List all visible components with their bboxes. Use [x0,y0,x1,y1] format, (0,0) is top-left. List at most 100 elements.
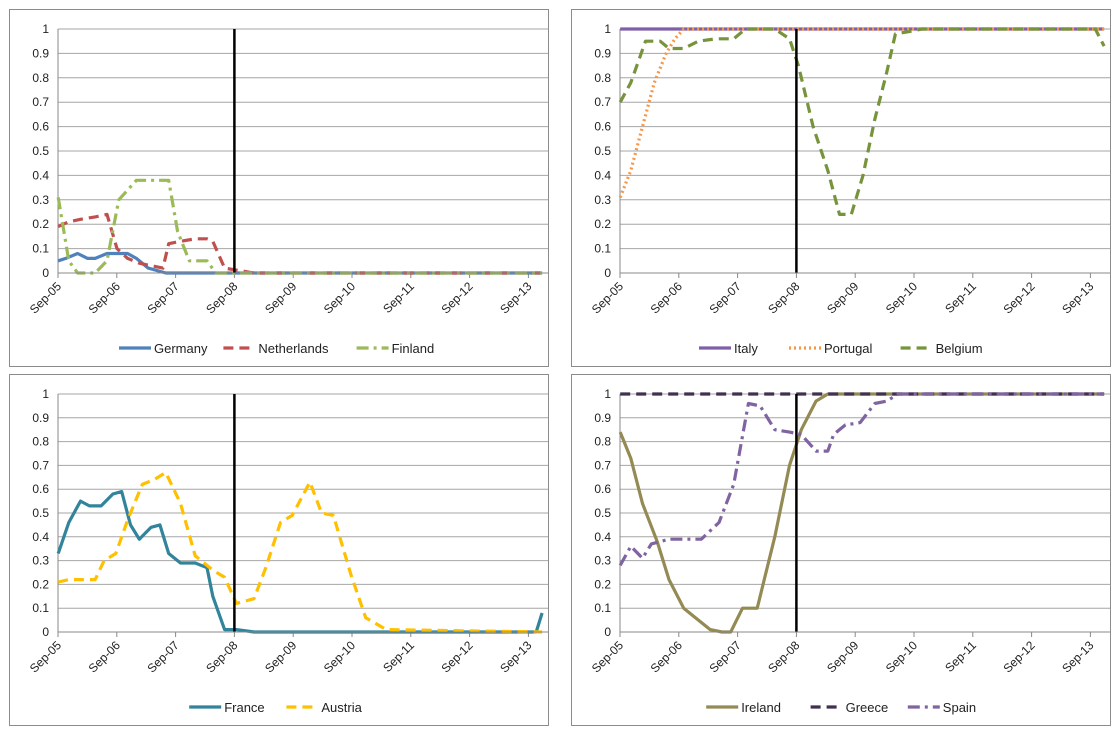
y-tick-label: 0 [42,625,49,639]
y-tick-label: 0.6 [594,482,611,496]
y-tick-label: 0.5 [32,144,49,158]
x-tick-label: Sep-06 [86,638,123,675]
series-line-austria [57,470,543,634]
y-tick-label: 0 [604,625,611,639]
y-tick-label: 0.5 [594,144,611,158]
y-tick-label: 0.6 [32,120,49,134]
x-tick-label: Sep-11 [380,638,417,675]
x-tick-label: Sep-13 [497,279,534,316]
x-tick-label: Sep-12 [438,638,475,675]
y-tick-label: 0.4 [594,530,611,544]
legend-label-austria: Austria [321,700,362,715]
series-line-france [56,489,544,634]
x-tick-label: Sep-12 [438,279,475,316]
series-line-portugal [618,27,1105,198]
legend-label-greece: Greece [846,700,889,715]
chart-2: 0 0.1 0.2 0.3 0.4 0.5 0.6 0.7 0.8 0.9 1 Sep-05 Sep-0… [589,22,1110,356]
x-tick-label: Sep-09 [262,279,299,316]
x-tick-label: Sep-10 [883,279,920,316]
series-line-germany [57,251,543,275]
y-tick-label: 0.4 [32,168,49,182]
x-tick-label: Sep-10 [321,638,358,675]
y-tick-label: 0.2 [32,217,49,231]
series-line-belgium [618,27,1106,216]
y-tick-label: 0.2 [594,577,611,591]
chart-1: 0 0.1 0.2 0.3 0.4 0.5 0.6 0.7 0.8 0.9 1 Sep-05 Sep-0… [27,22,548,356]
x-tick-label: Sep-08 [203,279,240,316]
x-tick-label: Sep-07 [144,638,181,675]
y-tick-label: 1 [42,387,49,401]
y-tick-label: 0.9 [594,411,611,425]
x-tick-label: Sep-10 [321,279,358,316]
chart-panel-4: 0 0.1 0.2 0.3 0.4 0.5 0.6 0.7 0.8 0.9 1 Sep-05 Sep-0… [571,374,1111,726]
y-tick-label: 0.2 [32,577,49,591]
legend-label-spain: Spain [943,700,976,715]
legend-label-netherlands: Netherlands [258,341,329,356]
y-tick-label: 0.9 [32,46,49,60]
x-tick-label: Sep-10 [883,638,920,675]
x-tick-label: Sep-13 [497,638,534,675]
x-tick-label: Sep-08 [765,279,802,316]
series-line-netherlands [57,212,543,275]
x-tick-label: Sep-05 [27,279,64,316]
x-tick-label: Sep-05 [589,638,626,675]
x-tick-label: Sep-13 [1059,638,1096,675]
y-tick-label: 0.3 [594,193,611,207]
chart-4: 0 0.1 0.2 0.3 0.4 0.5 0.6 0.7 0.8 0.9 1 Sep-05 Sep-0… [589,387,1110,715]
series-line-spain [618,392,1105,567]
y-tick-label: 1 [604,22,611,36]
y-tick-label: 0.9 [594,46,611,60]
x-tick-label: Sep-07 [144,279,181,316]
y-tick-label: 0.4 [32,530,49,544]
y-tick-label: 0.7 [32,458,49,472]
y-tick-label: 0.8 [594,71,611,85]
y-tick-label: 0.9 [32,411,49,425]
y-tick-label: 0.3 [32,193,49,207]
y-tick-label: 0.7 [594,458,611,472]
x-tick-label: Sep-08 [203,638,240,675]
legend-label-belgium: Belgium [936,341,983,356]
x-tick-label: Sep-09 [262,638,299,675]
x-tick-label: Sep-06 [86,279,123,316]
y-tick-label: 0.8 [594,435,611,449]
y-tick-label: 0.6 [32,482,49,496]
legend-label-portugal: Portugal [824,341,873,356]
legend-label-france: France [224,700,264,715]
x-tick-label: Sep-09 [824,638,861,675]
y-tick-label: 0.5 [594,506,611,520]
y-tick-label: 0.1 [32,242,49,256]
x-tick-label: Sep-08 [765,638,802,675]
y-tick-label: 1 [42,22,49,36]
y-tick-label: 0.1 [594,242,611,256]
y-tick-label: 0.2 [594,217,611,231]
x-tick-label: Sep-11 [942,638,979,675]
y-tick-label: 0.4 [594,168,611,182]
y-tick-label: 0.3 [594,554,611,568]
x-tick-label: Sep-12 [1000,279,1037,316]
legend-label-ireland: Ireland [741,700,781,715]
y-tick-label: 0.1 [32,601,49,615]
legend-label-italy: Italy [734,341,758,356]
chart-panel-3: 0 0.1 0.2 0.3 0.4 0.5 0.6 0.7 0.8 0.9 1 Sep-05 Sep-0… [9,374,549,726]
legend-label-germany: Germany [154,341,208,356]
y-tick-label: 0.6 [594,120,611,134]
x-tick-label: Sep-07 [706,638,743,675]
chart-panel-2: 0 0.1 0.2 0.3 0.4 0.5 0.6 0.7 0.8 0.9 1 Sep-05 Sep-0… [571,9,1111,367]
x-tick-label: Sep-05 [589,279,626,316]
y-tick-label: 0.7 [594,95,611,109]
x-tick-label: Sep-11 [380,279,417,316]
x-tick-label: Sep-06 [648,638,685,675]
x-tick-label: Sep-11 [942,279,979,316]
x-tick-label: Sep-12 [1000,638,1037,675]
y-tick-label: 0.7 [32,95,49,109]
chart-3: 0 0.1 0.2 0.3 0.4 0.5 0.6 0.7 0.8 0.9 1 Sep-05 Sep-0… [27,387,548,715]
y-tick-label: 0 [604,266,611,280]
legend-label-finland: Finland [392,341,435,356]
x-tick-label: Sep-13 [1059,279,1096,316]
y-tick-label: 1 [604,387,611,401]
y-tick-label: 0.3 [32,554,49,568]
chart-panel-1: 0 0.1 0.2 0.3 0.4 0.5 0.6 0.7 0.8 0.9 1 Sep-05 Sep-0… [9,9,549,367]
x-tick-label: Sep-06 [648,279,685,316]
x-tick-label: Sep-09 [824,279,861,316]
y-tick-label: 0.1 [594,601,611,615]
